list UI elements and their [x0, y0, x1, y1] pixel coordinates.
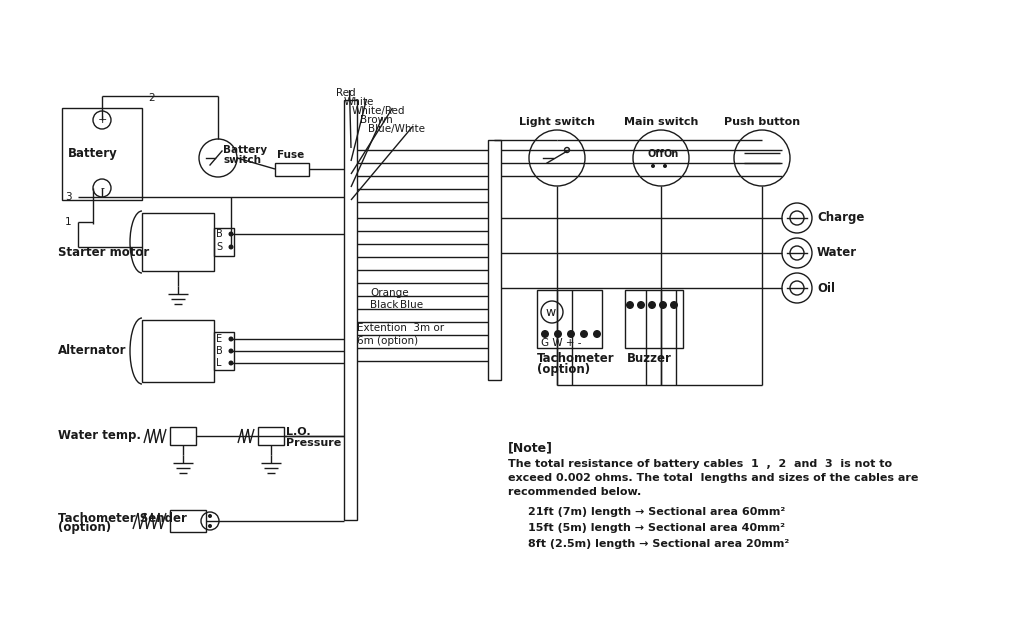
Bar: [170, 427, 196, 445]
Text: 3: 3: [64, 192, 72, 202]
Text: Red: Red: [336, 88, 356, 98]
Circle shape: [228, 245, 233, 250]
Text: E: E: [216, 334, 222, 344]
Bar: [258, 427, 284, 445]
Bar: [344, 100, 357, 520]
Circle shape: [659, 301, 667, 309]
Text: L: L: [216, 358, 222, 368]
Text: Buzzer: Buzzer: [627, 352, 672, 364]
Bar: [214, 332, 234, 370]
Text: 15ft (5m) length → Sectional area 40mm²: 15ft (5m) length → Sectional area 40mm²: [528, 523, 785, 533]
Circle shape: [670, 301, 678, 309]
Circle shape: [663, 164, 667, 168]
Text: Oil: Oil: [817, 282, 835, 294]
Text: Charge: Charge: [817, 211, 864, 225]
Text: Light switch: Light switch: [519, 117, 595, 127]
Circle shape: [228, 348, 233, 353]
Text: Water temp.: Water temp.: [58, 430, 141, 442]
Text: On: On: [663, 149, 678, 159]
Text: Pressure: Pressure: [286, 438, 342, 448]
Text: 21ft (7m) length → Sectional area 60mm²: 21ft (7m) length → Sectional area 60mm²: [528, 507, 786, 517]
Bar: [142, 213, 214, 271]
Text: 8ft (2.5m) length → Sectional area 20mm²: 8ft (2.5m) length → Sectional area 20mm²: [528, 539, 790, 549]
Bar: [625, 290, 683, 348]
Text: Alternator: Alternator: [58, 345, 127, 357]
Bar: [170, 510, 206, 532]
Circle shape: [554, 330, 562, 338]
Text: Extention  3m or: Extention 3m or: [357, 323, 444, 333]
Text: (option): (option): [58, 521, 112, 535]
Circle shape: [228, 337, 233, 342]
Text: Brown: Brown: [360, 115, 393, 125]
Text: Off: Off: [647, 149, 664, 159]
Text: Main switch: Main switch: [624, 117, 698, 127]
Circle shape: [567, 330, 575, 338]
Text: Water: Water: [817, 247, 857, 260]
Text: Push button: Push button: [724, 117, 800, 127]
Text: +: +: [97, 115, 106, 125]
Circle shape: [541, 330, 549, 338]
Text: (option): (option): [537, 364, 590, 377]
Text: recommended below.: recommended below.: [508, 487, 641, 497]
Text: The total resistance of battery cables  1  ,  2  and  3  is not to: The total resistance of battery cables 1…: [508, 459, 892, 469]
Text: exceed 0.002 ohms. The total  lengths and sizes of the cables are: exceed 0.002 ohms. The total lengths and…: [508, 473, 919, 483]
Text: Starter motor: Starter motor: [58, 245, 149, 259]
Circle shape: [637, 301, 644, 309]
Circle shape: [228, 360, 233, 365]
Text: Battery: Battery: [223, 145, 267, 155]
Text: B: B: [216, 346, 223, 356]
Bar: [62, 108, 142, 200]
Circle shape: [208, 514, 212, 518]
Text: Black: Black: [370, 300, 398, 310]
Circle shape: [651, 164, 655, 168]
Text: 1: 1: [64, 217, 72, 227]
Bar: [537, 290, 602, 348]
Text: Battery: Battery: [68, 147, 118, 160]
Text: White/Red: White/Red: [352, 106, 405, 116]
Circle shape: [228, 231, 233, 237]
Bar: [488, 140, 501, 380]
Text: [Note]: [Note]: [508, 442, 553, 455]
Text: 6m (option): 6m (option): [357, 336, 418, 346]
Text: Tachometer: Tachometer: [537, 352, 615, 364]
Bar: [142, 320, 214, 382]
Text: L.O.: L.O.: [286, 427, 311, 437]
Text: -: -: [100, 183, 104, 193]
Circle shape: [208, 524, 212, 528]
Circle shape: [580, 330, 588, 338]
Circle shape: [593, 330, 601, 338]
Text: Orange: Orange: [370, 288, 408, 298]
Text: G W + -: G W + -: [541, 338, 581, 348]
Text: White: White: [344, 97, 374, 107]
Circle shape: [648, 301, 656, 309]
Text: w: w: [546, 306, 557, 318]
Circle shape: [626, 301, 634, 309]
Text: B: B: [216, 229, 223, 239]
Text: Blue: Blue: [400, 300, 424, 310]
Text: switch: switch: [223, 155, 261, 165]
Text: Tachometer Sender: Tachometer Sender: [58, 511, 187, 525]
Text: Fuse: Fuse: [277, 150, 304, 160]
Bar: [214, 228, 234, 256]
Text: Blue/White: Blue/White: [368, 124, 425, 134]
Text: 2: 2: [148, 93, 155, 103]
Bar: [275, 163, 309, 176]
Text: S: S: [216, 242, 222, 252]
